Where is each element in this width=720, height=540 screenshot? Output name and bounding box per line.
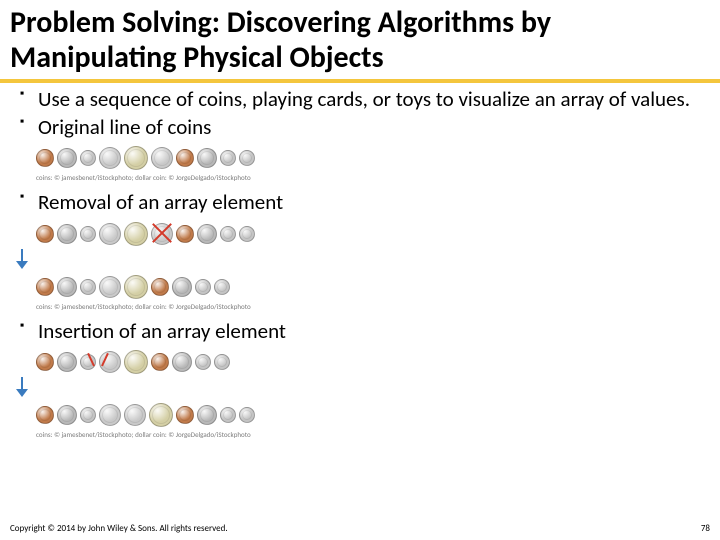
coin-dime: [195, 279, 211, 295]
bullet-1: Use a sequence of coins, playing cards, …: [10, 87, 710, 112]
coin-nickel: [57, 352, 77, 372]
coin-nickel: [172, 277, 192, 297]
coin-dime: [220, 407, 236, 423]
bullet-3: Removal of an array element: [10, 190, 710, 215]
coin-dollar: [124, 275, 148, 299]
coin-dime: [195, 354, 211, 370]
coin-row-insert-top: [36, 350, 710, 374]
coin-quarter: [99, 276, 121, 298]
image-credit-3: coins: © jamesbenet/iStockphoto; dollar …: [36, 430, 710, 439]
coin-dime: [80, 226, 96, 242]
coin-row-removal-bottom: [36, 275, 710, 299]
coin-dime: [239, 226, 255, 242]
coin-dollar: [124, 146, 148, 170]
coin-penny: [176, 149, 194, 167]
coin-penny: [36, 406, 54, 424]
coin-penny: [36, 278, 54, 296]
coin-nickel: [57, 224, 77, 244]
coin-dime: [239, 407, 255, 423]
coin-dime: [214, 354, 230, 370]
coin-dollar: [149, 403, 173, 427]
arrow-down-icon: [18, 377, 26, 397]
coin-nickel: [57, 405, 77, 425]
coin-penny: [151, 353, 169, 371]
coin-quarter: [99, 223, 121, 245]
bullet-4: Insertion of an array element: [10, 319, 710, 344]
slide-footer: Copyright © 2014 by John Wiley & Sons. A…: [10, 523, 710, 534]
coin-dime: [239, 150, 255, 166]
coin-penny: [176, 225, 194, 243]
insert-caret-icon: [91, 352, 105, 366]
coin-dime: [80, 279, 96, 295]
coin-penny: [151, 278, 169, 296]
coin-nickel: [57, 148, 77, 168]
coin-nickel: [197, 148, 217, 168]
coin-quarter: [99, 147, 121, 169]
bullet-2: Original line of coins: [10, 115, 710, 140]
coin-nickel: [197, 224, 217, 244]
coin-quarter: [99, 404, 121, 426]
coin-row-insert-bottom: [36, 403, 710, 427]
coin-dollar: [124, 350, 148, 374]
coin-dime: [220, 226, 236, 242]
coin-penny: [36, 149, 54, 167]
slide-content: Use a sequence of coins, playing cards, …: [0, 83, 720, 439]
image-credit-1: coins: © jamesbenet/iStockphoto; dollar …: [36, 173, 710, 182]
coin-quarter: [151, 223, 173, 245]
copyright-text: Copyright © 2014 by John Wiley & Sons. A…: [10, 523, 228, 534]
arrow-down-icon: [18, 249, 26, 269]
coin-penny: [176, 406, 194, 424]
coin-nickel: [197, 405, 217, 425]
coin-row-original: [36, 146, 710, 170]
coin-nickel: [57, 277, 77, 297]
coin-dime: [220, 150, 236, 166]
coin-penny: [36, 225, 54, 243]
coin-nickel: [172, 352, 192, 372]
coin-penny: [36, 353, 54, 371]
coin-dime: [214, 279, 230, 295]
coin-quarter: [151, 147, 173, 169]
image-credit-2: coins: © jamesbenet/iStockphoto; dollar …: [36, 302, 710, 311]
coin-row-removal-top: [36, 222, 710, 246]
page-number: 78: [701, 523, 710, 534]
slide-title: Problem Solving: Discovering Algorithms …: [0, 0, 720, 79]
coin-dollar: [124, 222, 148, 246]
coin-quarter: [124, 404, 146, 426]
coin-dime: [80, 150, 96, 166]
coin-dime: [80, 407, 96, 423]
